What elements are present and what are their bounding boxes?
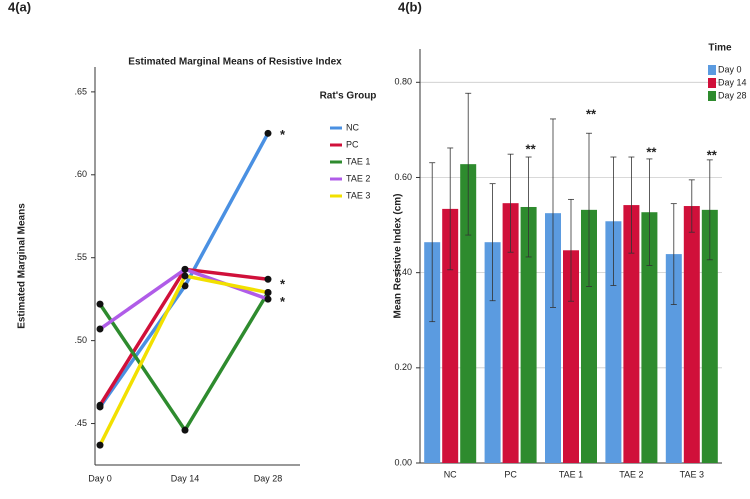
x-tick-label: TAE 3 xyxy=(680,469,704,479)
bar xyxy=(545,213,561,463)
bar xyxy=(460,164,477,463)
bar xyxy=(563,250,579,463)
y-tick-label: 0.40 xyxy=(394,267,412,277)
legend-swatch xyxy=(708,78,716,88)
x-tick-label: PC xyxy=(504,469,517,479)
bar xyxy=(665,254,682,463)
legend-label: Day 28 xyxy=(718,90,747,100)
panel-label: 4(b) xyxy=(398,0,422,14)
point xyxy=(264,289,272,297)
bar xyxy=(520,206,537,463)
error-bar xyxy=(550,118,556,308)
bar xyxy=(623,205,640,463)
y-tick-label: 0.60 xyxy=(394,172,412,182)
point xyxy=(96,325,104,333)
bar xyxy=(701,209,718,463)
x-tick-label: TAE 1 xyxy=(559,469,583,479)
legend-label: Day 0 xyxy=(718,64,742,74)
y-tick-label: .65 xyxy=(74,86,87,96)
error-bar xyxy=(586,132,592,287)
legend-label: TAE 3 xyxy=(346,190,370,200)
error-bar xyxy=(429,162,436,323)
point xyxy=(181,426,189,434)
point xyxy=(264,275,272,283)
annotation: ** xyxy=(526,142,537,157)
legend-label: TAE 1 xyxy=(346,156,370,166)
bar xyxy=(581,209,597,463)
x-tick-label: Day 14 xyxy=(171,473,200,483)
legend-swatch xyxy=(708,65,716,75)
annotation: ** xyxy=(586,106,597,121)
error-bar xyxy=(489,183,496,302)
annotation: * xyxy=(280,127,286,142)
error-bar xyxy=(628,156,635,254)
bar xyxy=(605,221,622,463)
legend-title: Rat's Group xyxy=(320,91,377,102)
error-bar xyxy=(507,153,514,253)
point xyxy=(181,265,189,273)
legend-swatch xyxy=(708,91,716,101)
y-tick-label: 0.80 xyxy=(394,77,412,87)
legend-label: NC xyxy=(346,122,359,132)
point xyxy=(181,282,189,290)
bar xyxy=(641,212,658,463)
bar xyxy=(442,208,459,463)
bar xyxy=(502,203,519,463)
legend-label: Day 14 xyxy=(718,77,747,87)
x-tick-label: NC xyxy=(444,469,457,479)
y-tick-label: .45 xyxy=(74,418,87,428)
y-axis-title: Mean Resistive Index (cm) xyxy=(393,193,404,318)
series-line xyxy=(98,273,269,446)
error-bar xyxy=(706,159,713,261)
annotation: * xyxy=(280,294,286,309)
y-tick-label: .55 xyxy=(74,252,87,262)
annotation: ** xyxy=(707,147,718,162)
annotation: ** xyxy=(646,144,657,159)
error-bar xyxy=(465,92,472,236)
legend-label: TAE 2 xyxy=(346,173,370,183)
y-tick-label: .50 xyxy=(74,335,87,345)
x-tick-label: Day 28 xyxy=(254,473,283,483)
error-bar xyxy=(646,158,653,266)
point xyxy=(96,401,104,409)
x-tick-label: Day 0 xyxy=(88,473,112,483)
y-axis-title: Estimated Marginal Means xyxy=(17,203,28,329)
error-bar xyxy=(688,179,695,233)
point xyxy=(181,272,189,280)
bar xyxy=(683,206,700,463)
error-bar xyxy=(525,156,532,258)
x-tick-label: TAE 2 xyxy=(619,469,643,479)
error-bar xyxy=(670,203,677,305)
legend-title: Time xyxy=(708,43,732,54)
point xyxy=(96,441,104,449)
point xyxy=(264,295,272,303)
error-bar xyxy=(447,147,454,271)
bar xyxy=(484,242,501,463)
panel-label: 4(a) xyxy=(8,0,31,14)
point xyxy=(96,300,104,308)
error-bar xyxy=(568,198,574,302)
point xyxy=(264,129,272,137)
y-tick-label: 0.00 xyxy=(394,457,412,467)
y-tick-label: 0.20 xyxy=(394,362,412,372)
chart-title: Estimated Marginal Means of Resistive In… xyxy=(128,57,342,68)
y-tick-label: .60 xyxy=(74,169,87,179)
legend-label: PC xyxy=(346,139,359,149)
bar xyxy=(424,242,441,463)
error-bar xyxy=(610,156,617,286)
annotation: * xyxy=(280,277,286,292)
